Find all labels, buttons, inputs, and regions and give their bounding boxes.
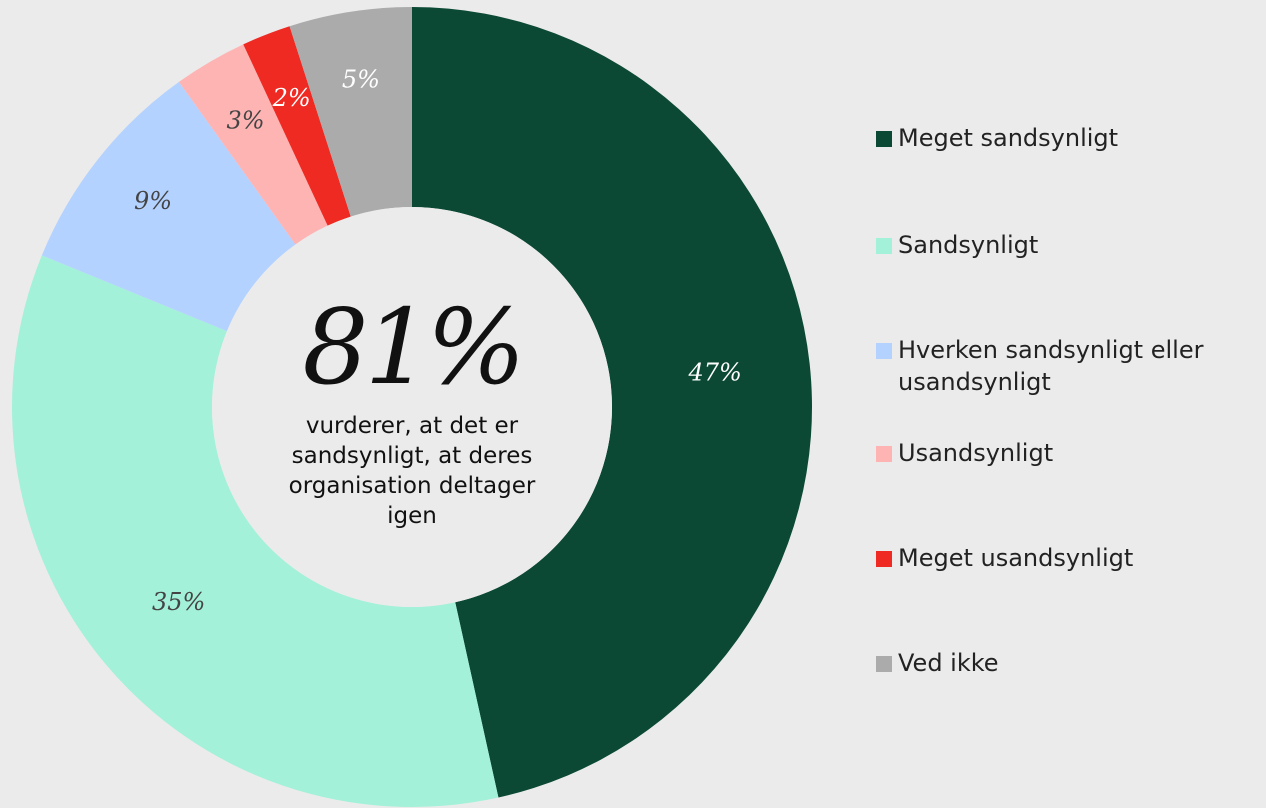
- slice-label: 5%: [342, 65, 380, 93]
- legend-swatch: [876, 238, 892, 254]
- legend-label: Meget usandsynligt: [898, 544, 1134, 572]
- slice-label: 3%: [226, 107, 264, 135]
- slice-label: 47%: [688, 358, 742, 386]
- legend-label: Hverken sandsynligt eller usandsynligt: [898, 336, 1204, 396]
- legend-label: Sandsynligt: [898, 231, 1039, 259]
- legend-swatch: [876, 343, 892, 359]
- legend-swatch: [876, 656, 892, 672]
- legend-swatch: [876, 551, 892, 567]
- slice-label: 9%: [134, 187, 172, 215]
- slice-label: 35%: [152, 588, 205, 616]
- slice: [289, 7, 412, 217]
- legend-label: Ved ikke: [898, 649, 999, 677]
- legend-item: Meget usandsynligt: [876, 542, 1266, 574]
- legend-item: Hverken sandsynligt eller usandsynligt: [876, 334, 1266, 398]
- legend-item: Ved ikke: [876, 647, 1266, 679]
- legend-item: Meget sandsynligt: [876, 122, 1266, 154]
- donut-hole: [212, 207, 612, 607]
- legend-label: Meget sandsynligt: [898, 124, 1119, 152]
- center-value: 81%: [302, 286, 525, 408]
- legend-label: Usandsynligt: [898, 439, 1054, 467]
- slice: [11, 255, 499, 808]
- chart: 47% 35% 9% 3% 2% 5%: [11, 7, 812, 808]
- slice: [178, 44, 328, 245]
- legend-item: Sandsynligt: [876, 229, 1266, 261]
- slice-label: 2%: [272, 84, 311, 112]
- slice: [412, 7, 812, 798]
- legend-item: Usandsynligt: [876, 437, 1266, 469]
- center: 81% vurderer, at det er sandsynligt, at …: [252, 287, 572, 531]
- legend-swatch: [876, 131, 892, 147]
- center-text: vurderer, at det er sandsynligt, at dere…: [288, 413, 536, 529]
- slice: [243, 26, 351, 226]
- legend-swatch: [876, 446, 892, 462]
- slice: [41, 81, 296, 332]
